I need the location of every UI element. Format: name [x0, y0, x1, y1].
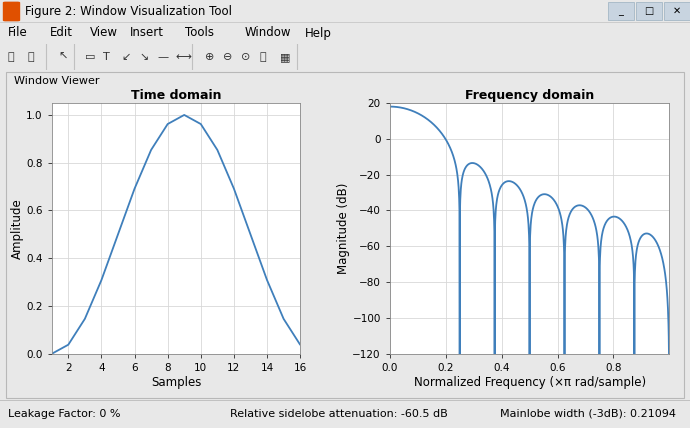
- Text: _: _: [618, 6, 624, 16]
- Text: Insert: Insert: [130, 27, 164, 39]
- Y-axis label: Magnitude (dB): Magnitude (dB): [337, 183, 350, 274]
- Text: ↘: ↘: [139, 52, 148, 62]
- Bar: [4, 2, 18, 20]
- Text: Relative sidelobe attenuation: -60.5 dB: Relative sidelobe attenuation: -60.5 dB: [230, 409, 448, 419]
- Text: ↙: ↙: [121, 52, 130, 62]
- Text: ▦: ▦: [280, 52, 290, 62]
- Title: Frequency domain: Frequency domain: [465, 89, 594, 102]
- Y-axis label: Amplitude: Amplitude: [10, 198, 23, 259]
- Text: Window Viewer: Window Viewer: [14, 76, 99, 86]
- Bar: [636, 2, 662, 20]
- Text: ⊕: ⊕: [205, 52, 215, 62]
- Text: ⊙: ⊙: [241, 52, 250, 62]
- X-axis label: Samples: Samples: [150, 376, 201, 389]
- Text: Mainlobe width (-3dB): 0.21094: Mainlobe width (-3dB): 0.21094: [500, 409, 676, 419]
- Text: 📋: 📋: [28, 52, 34, 62]
- Title: Time domain: Time domain: [130, 89, 221, 102]
- Text: ⊖: ⊖: [223, 52, 233, 62]
- Bar: [4, 2, 18, 20]
- Text: Help: Help: [305, 27, 332, 39]
- Text: ⤢: ⤢: [260, 52, 266, 62]
- Text: Leakage Factor: 0 %: Leakage Factor: 0 %: [8, 409, 121, 419]
- Text: Figure 2: Window Visualization Tool: Figure 2: Window Visualization Tool: [25, 5, 232, 18]
- Text: View: View: [90, 27, 118, 39]
- Text: Edit: Edit: [50, 27, 73, 39]
- X-axis label: Normalized Frequency (×π rad/sample): Normalized Frequency (×π rad/sample): [413, 376, 646, 389]
- Text: —: —: [157, 52, 168, 62]
- Text: Window: Window: [245, 27, 291, 39]
- Text: ▭: ▭: [85, 52, 95, 62]
- Text: T: T: [103, 52, 110, 62]
- Bar: [664, 2, 690, 20]
- Text: ✕: ✕: [673, 6, 681, 16]
- Text: Tools: Tools: [185, 27, 214, 39]
- Bar: [3, 2, 19, 20]
- Bar: [608, 2, 634, 20]
- Text: File: File: [8, 27, 28, 39]
- Text: 🖨: 🖨: [8, 52, 14, 62]
- Text: □: □: [644, 6, 653, 16]
- Text: ↖: ↖: [58, 52, 68, 62]
- Text: ⟷: ⟷: [175, 52, 191, 62]
